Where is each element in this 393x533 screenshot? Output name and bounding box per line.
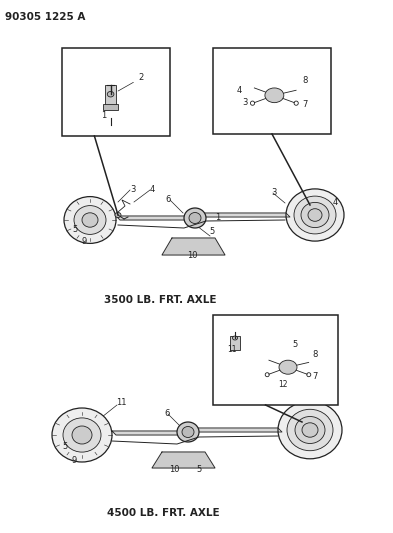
Text: 7: 7 <box>312 372 318 381</box>
Ellipse shape <box>287 409 333 451</box>
Ellipse shape <box>82 213 98 227</box>
Text: 8: 8 <box>312 350 318 359</box>
Text: 7: 7 <box>302 100 308 109</box>
Text: 9: 9 <box>82 237 87 246</box>
Text: 90305 1225 A: 90305 1225 A <box>5 12 85 22</box>
Text: 8: 8 <box>302 76 308 85</box>
Text: 5: 5 <box>196 465 201 474</box>
Text: 9: 9 <box>72 456 77 465</box>
Text: 4: 4 <box>150 185 155 194</box>
Text: 12: 12 <box>278 380 288 389</box>
Ellipse shape <box>233 336 237 340</box>
Ellipse shape <box>72 426 92 444</box>
Bar <box>230 336 240 350</box>
Bar <box>213 48 331 134</box>
Text: 6: 6 <box>165 195 171 204</box>
Bar <box>213 315 338 405</box>
Text: 5: 5 <box>62 442 67 451</box>
Ellipse shape <box>308 209 322 221</box>
Ellipse shape <box>279 360 297 374</box>
Ellipse shape <box>302 423 318 437</box>
Ellipse shape <box>182 426 194 438</box>
Text: 2: 2 <box>118 74 144 91</box>
Ellipse shape <box>184 208 206 228</box>
Bar <box>103 104 118 110</box>
Polygon shape <box>162 238 225 255</box>
Text: 11: 11 <box>116 398 127 407</box>
Polygon shape <box>188 428 282 432</box>
Polygon shape <box>195 213 290 217</box>
Ellipse shape <box>301 203 329 228</box>
Text: 1: 1 <box>215 213 220 222</box>
Text: 5: 5 <box>72 225 77 234</box>
Text: 4: 4 <box>333 198 338 207</box>
Text: 3: 3 <box>130 185 135 194</box>
Ellipse shape <box>74 206 106 235</box>
Polygon shape <box>152 452 215 468</box>
Text: 3500 LB. FRT. AXLE: 3500 LB. FRT. AXLE <box>104 295 216 305</box>
Text: 5: 5 <box>292 340 297 349</box>
Text: 6: 6 <box>164 409 169 418</box>
Text: 4500 LB. FRT. AXLE: 4500 LB. FRT. AXLE <box>107 508 219 518</box>
Text: 5: 5 <box>209 227 214 236</box>
Text: 3: 3 <box>271 188 276 197</box>
Ellipse shape <box>278 401 342 459</box>
Polygon shape <box>112 431 192 435</box>
Bar <box>105 85 116 108</box>
Text: 10: 10 <box>169 465 179 474</box>
Ellipse shape <box>295 416 325 443</box>
Ellipse shape <box>115 213 121 217</box>
Ellipse shape <box>107 92 114 97</box>
Ellipse shape <box>294 196 336 234</box>
Polygon shape <box>116 216 199 220</box>
Text: 10: 10 <box>187 251 197 260</box>
Bar <box>62 48 170 136</box>
Text: 4: 4 <box>236 86 242 95</box>
Ellipse shape <box>189 213 201 223</box>
Ellipse shape <box>265 88 284 103</box>
Text: 11: 11 <box>227 345 237 354</box>
Text: 1: 1 <box>101 111 107 120</box>
Ellipse shape <box>63 418 101 452</box>
Ellipse shape <box>64 197 116 244</box>
Ellipse shape <box>286 189 344 241</box>
Text: 3: 3 <box>242 98 248 107</box>
Ellipse shape <box>177 422 199 442</box>
Ellipse shape <box>52 408 112 462</box>
